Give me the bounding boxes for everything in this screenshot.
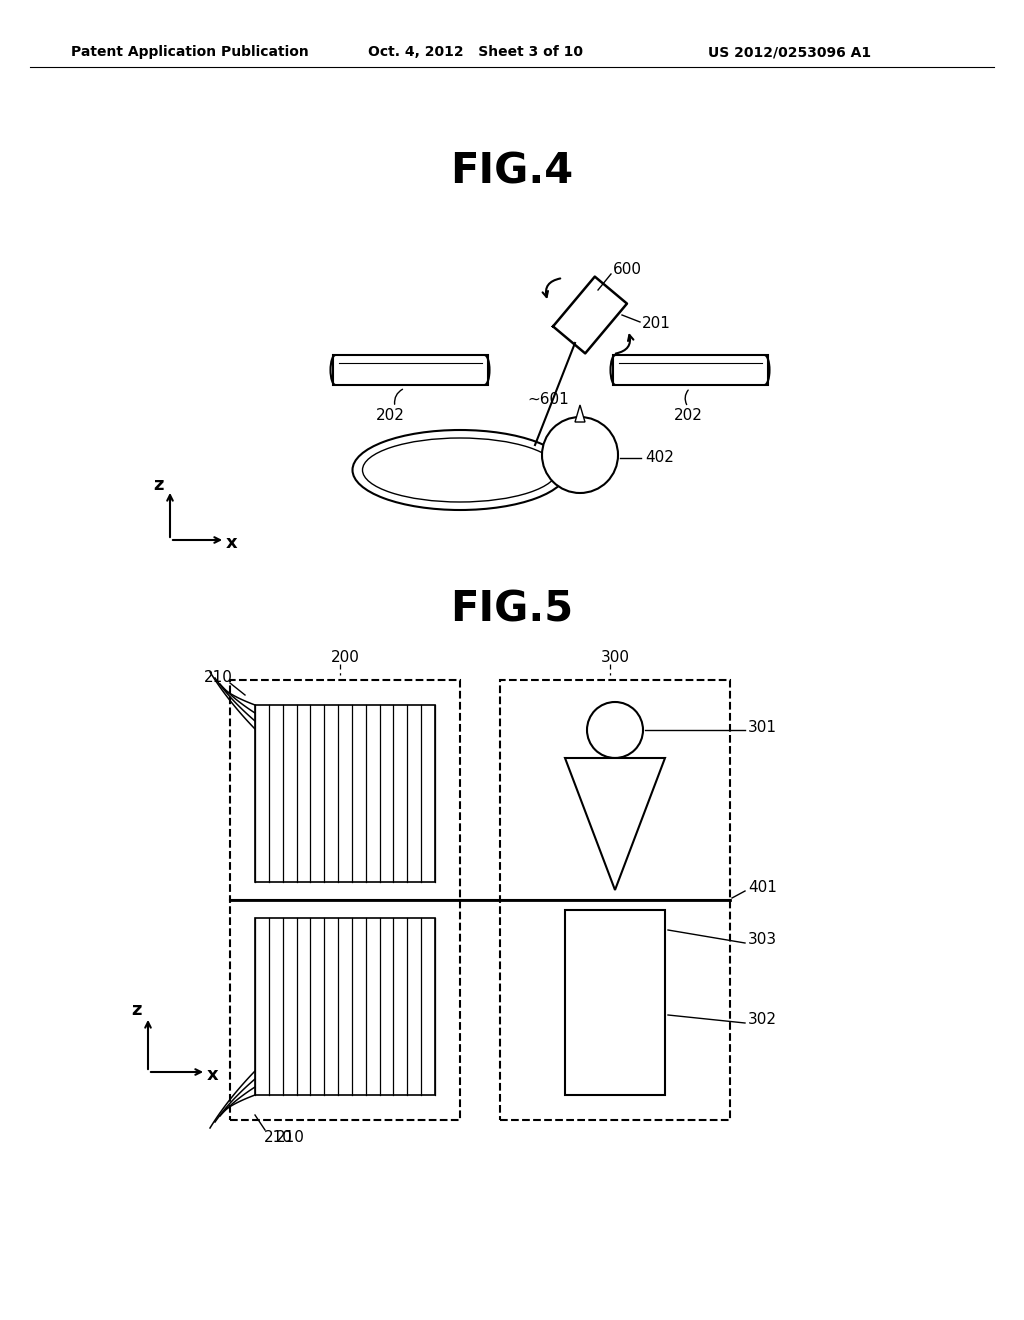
Bar bbox=[230, 680, 460, 1119]
Circle shape bbox=[542, 417, 618, 492]
Text: 302: 302 bbox=[748, 1012, 777, 1027]
Text: 600: 600 bbox=[613, 263, 642, 277]
Text: FIG.5: FIG.5 bbox=[451, 589, 573, 631]
Circle shape bbox=[587, 702, 643, 758]
Bar bbox=[565, 909, 665, 1096]
Text: 303: 303 bbox=[748, 932, 777, 948]
Polygon shape bbox=[565, 758, 665, 890]
Text: z: z bbox=[153, 477, 163, 494]
Text: x: x bbox=[207, 1067, 219, 1084]
Text: ~601: ~601 bbox=[527, 392, 568, 408]
Text: US 2012/0253096 A1: US 2012/0253096 A1 bbox=[709, 45, 871, 59]
Bar bbox=[612, 355, 768, 385]
Text: 210: 210 bbox=[263, 1130, 293, 1144]
Text: 202: 202 bbox=[376, 408, 404, 422]
Text: Oct. 4, 2012   Sheet 3 of 10: Oct. 4, 2012 Sheet 3 of 10 bbox=[368, 45, 583, 59]
Text: 300: 300 bbox=[600, 651, 630, 665]
Text: Patent Application Publication: Patent Application Publication bbox=[71, 45, 309, 59]
Text: 210: 210 bbox=[275, 1130, 304, 1144]
Bar bbox=[255, 705, 435, 882]
Text: 301: 301 bbox=[748, 721, 777, 735]
Ellipse shape bbox=[362, 438, 557, 502]
Text: 210: 210 bbox=[204, 671, 232, 685]
Text: x: x bbox=[226, 535, 238, 552]
Text: 402: 402 bbox=[645, 450, 674, 466]
Text: 200: 200 bbox=[331, 651, 359, 665]
Polygon shape bbox=[575, 405, 585, 422]
Bar bbox=[333, 355, 487, 385]
Text: z: z bbox=[131, 1001, 141, 1019]
Bar bbox=[500, 680, 730, 1119]
Text: 201: 201 bbox=[642, 317, 671, 331]
Text: 202: 202 bbox=[674, 408, 702, 422]
Bar bbox=[255, 917, 435, 1096]
Text: 401: 401 bbox=[748, 880, 777, 895]
Ellipse shape bbox=[352, 430, 567, 510]
Text: FIG.4: FIG.4 bbox=[451, 150, 573, 193]
